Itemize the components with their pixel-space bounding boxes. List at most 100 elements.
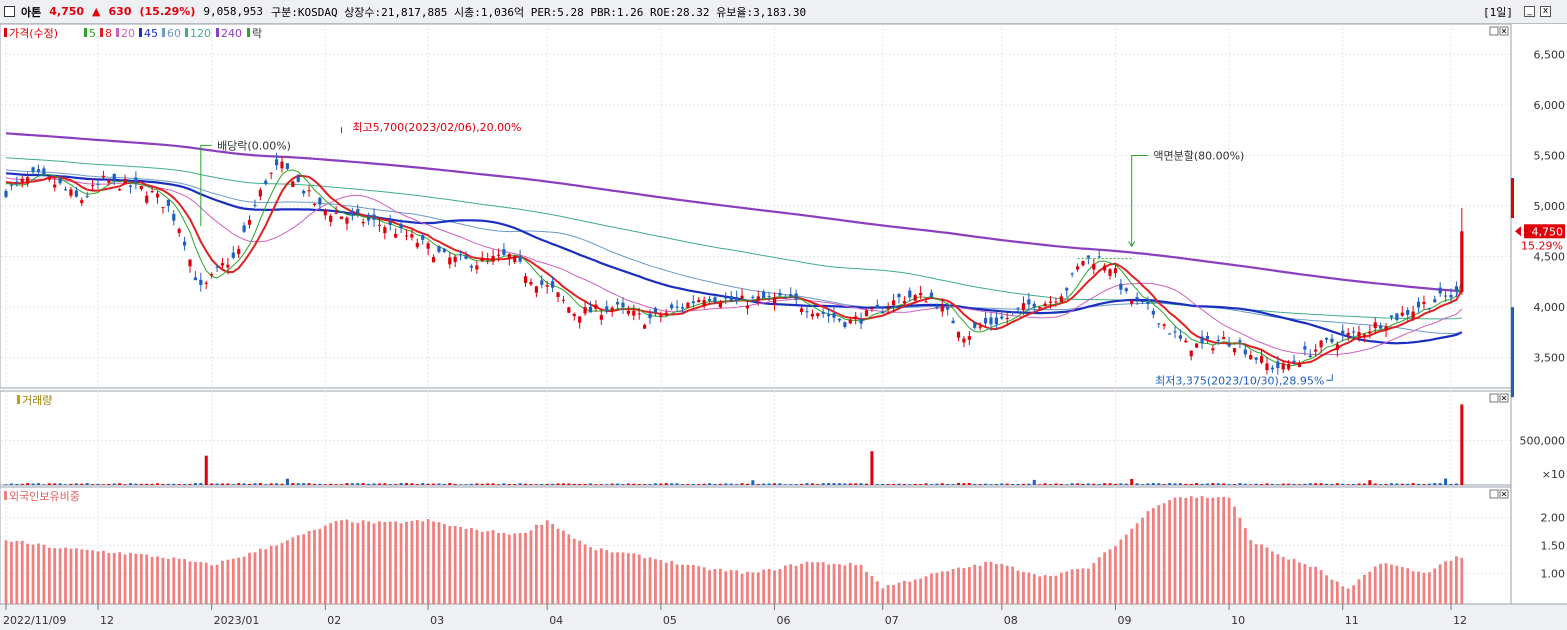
volume-bar — [1103, 483, 1107, 485]
period-selector[interactable]: [1일] — [1483, 5, 1513, 19]
candle — [469, 264, 474, 272]
candle — [150, 186, 154, 194]
candle — [58, 177, 62, 186]
foreign-ratio-bar — [794, 565, 798, 604]
candle — [599, 309, 603, 326]
candle — [567, 306, 571, 314]
foreign-ratio-bar — [102, 550, 105, 604]
legend-price: 가격(수정) — [9, 27, 58, 40]
volume-bar — [940, 483, 944, 485]
candle — [1400, 305, 1404, 317]
foreign-ratio-bar — [702, 567, 706, 604]
volume-bar — [832, 483, 836, 485]
foreign-ratio-bar — [659, 560, 663, 604]
foreign-ratio-bar — [1173, 497, 1177, 604]
candle — [670, 302, 674, 311]
candle — [1103, 263, 1107, 273]
volume-bar — [31, 483, 35, 485]
legend-ma20: 20 — [121, 27, 135, 40]
foreign-ratio-bar — [405, 521, 408, 604]
foreign-axis-tick: 1.00 — [1541, 567, 1566, 580]
foreign-ratio-bar — [599, 548, 603, 604]
volume-bar — [1200, 483, 1204, 485]
volume-bar — [204, 455, 208, 485]
candle — [312, 203, 317, 207]
foreign-ratio-bar — [632, 553, 636, 604]
foreign-ratio-bar — [80, 549, 84, 604]
volume-bar — [275, 483, 279, 485]
candle — [1059, 293, 1063, 303]
candle — [1341, 324, 1345, 342]
foreign-ratio-bar — [545, 520, 549, 604]
foreign-pane[interactable] — [0, 486, 1512, 605]
foreign-ratio-bar — [388, 521, 392, 604]
select-checkbox[interactable] — [4, 6, 15, 17]
volume-bar — [1460, 404, 1464, 485]
foreign-ratio-bar — [1303, 563, 1307, 604]
volume-bar — [1346, 484, 1350, 485]
foreign-ratio-bar — [1103, 552, 1107, 604]
foreign-ratio-bar — [691, 565, 695, 604]
candle — [924, 297, 928, 303]
volume-pane-buttons[interactable] — [1489, 393, 1509, 403]
foreign-ratio-bar — [626, 553, 630, 604]
minimize-button[interactable]: _ — [1524, 6, 1535, 17]
price-pane-buttons[interactable] — [1489, 26, 1509, 36]
y-axis-area — [1511, 24, 1567, 604]
foreign-ratio-bar — [1032, 574, 1036, 604]
x-axis-area — [0, 604, 1567, 630]
volume-bar — [58, 483, 62, 485]
candle — [799, 305, 804, 316]
volume-bar — [1092, 483, 1096, 485]
volume-bar — [1281, 483, 1285, 485]
volume-bar — [101, 484, 105, 485]
foreign-ratio-bar — [145, 554, 149, 604]
candle — [540, 275, 544, 289]
candle — [1346, 328, 1350, 341]
candle — [1119, 278, 1123, 295]
volume-bar — [653, 483, 657, 485]
volume-bar — [886, 483, 890, 485]
foreign-ratio-bar — [329, 523, 333, 604]
volume-bar — [242, 483, 246, 485]
candle — [1379, 322, 1383, 330]
candle — [399, 219, 403, 234]
close-button[interactable]: x — [1540, 6, 1551, 17]
foreign-ratio-bar — [350, 522, 354, 604]
candle — [686, 301, 690, 309]
volume-pane[interactable] — [0, 390, 1512, 486]
foreign-pane-buttons[interactable] — [1489, 489, 1509, 499]
stock-chart[interactable]: 최고5,700(2023/02/06),20.00% 배당락(0.00%) 액면분할… — [0, 24, 1567, 630]
pane-restore-button[interactable] — [1489, 393, 1499, 403]
volume-bar — [588, 483, 592, 485]
volume-bar — [1352, 484, 1356, 485]
volume-bar — [1303, 483, 1307, 485]
foreign-ratio-bar — [258, 548, 262, 604]
candle — [1438, 282, 1442, 297]
legend-volume: 거래량 — [22, 394, 52, 407]
candle — [404, 229, 409, 241]
candle — [1368, 325, 1372, 339]
pane-restore-button[interactable] — [1489, 489, 1499, 499]
volume-bar — [1065, 484, 1069, 485]
volume-bar — [1238, 483, 1242, 485]
foreign-ratio-bar — [1243, 528, 1247, 604]
candle — [215, 264, 219, 273]
volume-bar — [919, 484, 923, 485]
volume-bar — [713, 484, 717, 485]
candle — [1308, 349, 1312, 358]
foreign-ratio-bar — [85, 549, 89, 604]
price-pane[interactable] — [0, 24, 1512, 389]
foreign-ratio-bar — [881, 588, 885, 604]
foreign-ratio-bar — [10, 541, 13, 604]
foreign-ratio-bar — [134, 553, 138, 604]
volume-bar — [691, 484, 695, 485]
foreign-ratio-bar — [69, 548, 73, 604]
candle — [318, 196, 322, 212]
pane-restore-button[interactable] — [1489, 26, 1499, 36]
volume-bar — [1216, 483, 1220, 485]
foreign-ratio-bar — [1141, 517, 1144, 604]
volume-bar — [64, 484, 68, 485]
volume-bar — [188, 483, 192, 485]
candle — [36, 164, 41, 176]
